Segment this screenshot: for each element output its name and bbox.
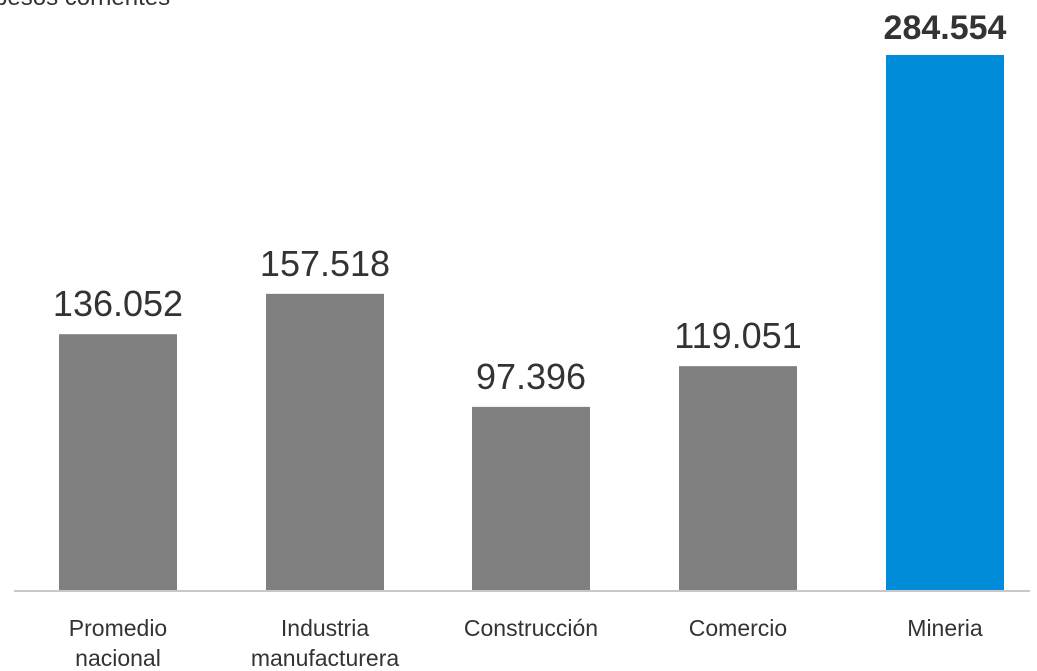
chart-subtitle: En pesos corrientes <box>0 0 170 12</box>
value-label-2: 97.396 <box>476 356 586 397</box>
value-label-1: 157.518 <box>260 243 390 284</box>
value-label-3: 119.051 <box>674 315 801 356</box>
category-label-3-0: Comercio <box>689 615 787 641</box>
bar-3 <box>679 366 797 590</box>
value-label-4: 284.554 <box>884 9 1007 47</box>
category-label-2-0: Construcción <box>464 615 598 641</box>
bar-2 <box>472 406 590 590</box>
category-label-1-0: Industria <box>281 615 369 641</box>
category-label-4-0: Mineria <box>907 615 983 641</box>
category-label-1-1: manufacturera <box>251 645 400 671</box>
bar-4 <box>886 55 1004 590</box>
bar-0 <box>59 334 177 590</box>
value-label-0: 136.052 <box>53 283 183 324</box>
category-label-0-0: Promedio <box>69 615 167 641</box>
category-label-0-1: nacional <box>75 645 161 671</box>
bar-1 <box>266 293 384 590</box>
